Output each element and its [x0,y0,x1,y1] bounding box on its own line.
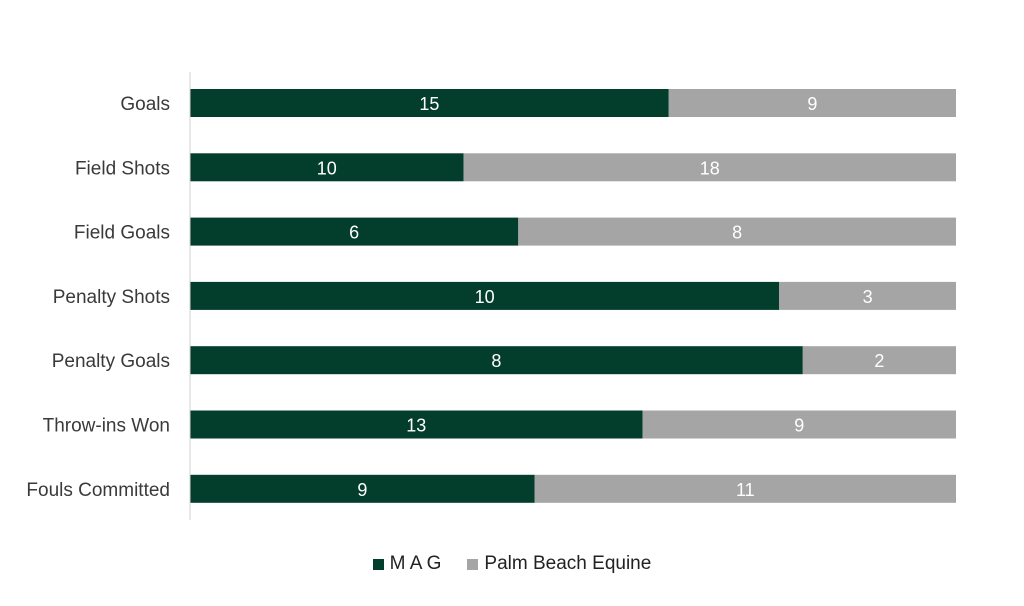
data-label-series-1: 15 [419,94,439,114]
bar-series-2 [642,410,956,439]
category-label: Field Goals [74,223,170,244]
category-label: Field Shots [75,158,170,179]
category-label: Penalty Goals [52,351,170,372]
data-label-series-1: 13 [406,416,426,436]
data-label-series-2: 8 [732,223,742,243]
bar-series-1 [190,346,803,375]
data-label-series-1: 10 [475,287,495,307]
legend-label-series-1: M A G [389,553,442,574]
category-label: Throw-ins Won [43,416,170,437]
bar-series-2 [802,346,956,375]
data-label-series-2: 2 [874,351,884,371]
category-label: Goals [120,94,170,115]
data-label-series-2: 11 [736,480,755,500]
data-label-series-1: 10 [317,158,337,178]
category-label: Fouls Committed [26,480,170,501]
bar-series-2 [534,474,956,503]
legend-label-series-2: Palm Beach Equine [484,553,652,574]
category-label: Penalty Shots [53,287,170,308]
legend-swatch-series-1 [372,558,384,570]
bar-series-2 [463,153,956,182]
legend-swatch-series-2 [467,558,479,570]
legend-item-series-1: M A G [372,553,442,575]
data-label-series-2: 9 [794,416,804,436]
bars-layer [190,89,956,503]
data-label-series-2: 3 [863,287,873,307]
data-label-series-1: 9 [357,480,367,500]
data-label-series-2: 18 [700,158,720,178]
bar-series-1 [190,474,535,503]
bar-series-1 [190,217,519,246]
legend: M A G Palm Beach Equine [0,553,1024,575]
data-label-series-2: 9 [807,94,817,114]
bar-series-1 [190,89,669,117]
labels-layer: Goals 15 9 Field Shots 10 18 Field Goals 6 8 Pena… [26,94,884,501]
bar-series-2 [779,281,956,310]
bar-series-1 [190,410,643,439]
data-label-series-1: 8 [491,351,501,371]
bar-series-2 [518,217,956,246]
data-label-series-1: 6 [349,223,359,243]
bar-series-1 [190,153,464,182]
bar-series-1 [190,281,780,310]
bar-series-2 [668,89,956,117]
legend-item-series-2: Palm Beach Equine [467,553,651,575]
